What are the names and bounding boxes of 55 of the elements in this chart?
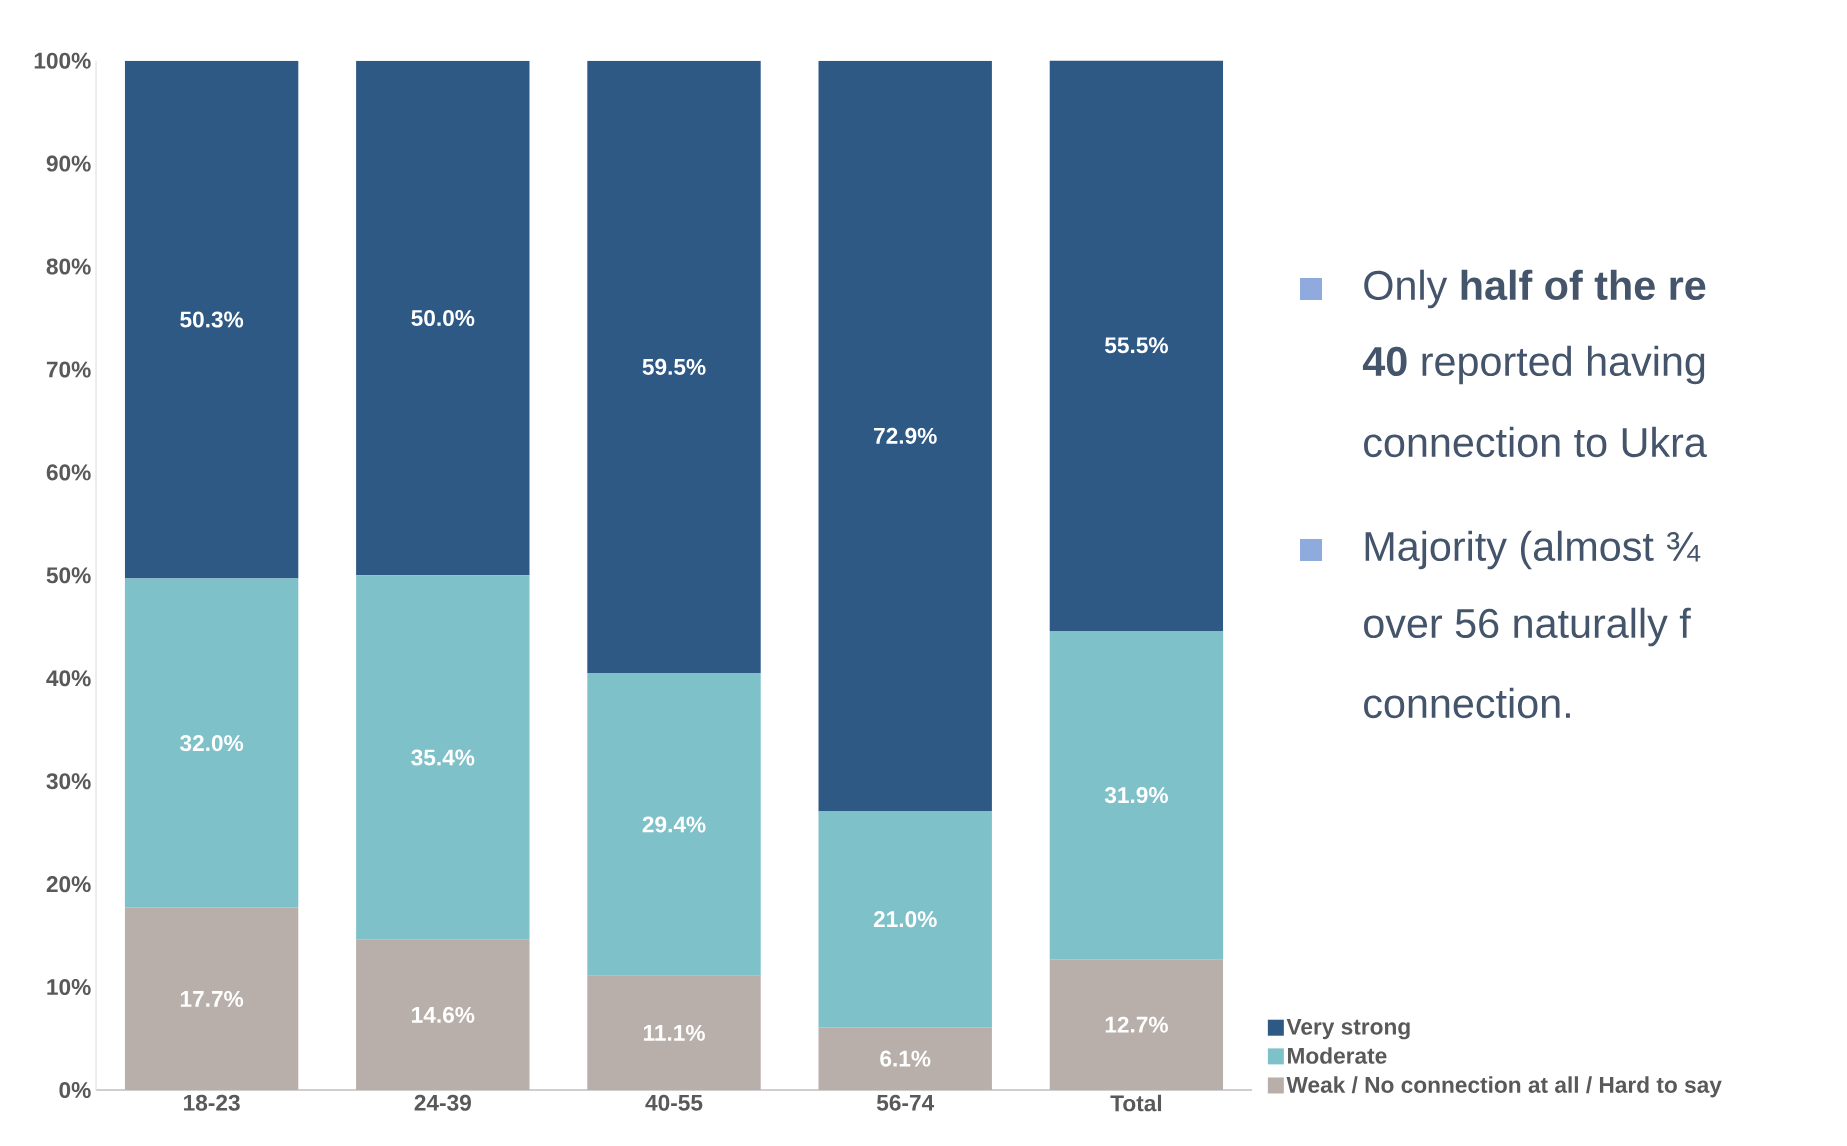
data-label: 55.5% [1104,337,1168,354]
text: over 56 naturally f [1364,607,1691,647]
bar [818,811,992,1028]
y-tick-label: 100% [34,52,91,69]
bar [356,60,530,576]
y-tick-label: 30% [46,773,91,790]
bar [587,60,761,674]
data-label: 50.0% [411,309,475,327]
y-tick-label: 40% [46,670,91,687]
text: Majority (almost ¾ [1365,530,1701,570]
y-tick-label: 90% [46,155,91,172]
x-tick-label: 56-74 [876,1094,935,1111]
text: connection. [1364,687,1570,719]
data-label: 11.1% [643,1024,705,1041]
data-label: 35.4% [411,749,475,766]
y-tick-label: 60% [46,464,91,481]
data-label: 12.7% [1105,1016,1168,1033]
legend-label: Very strong [1286,1018,1410,1040]
data-label: 29.4% [642,816,706,833]
bar [356,939,530,1090]
x-tick-label: 18-23 [184,1094,240,1111]
bar [124,60,299,579]
y-tick-label: 70% [46,361,91,378]
data-label: 32.0% [179,735,244,752]
data-label: 59.5% [642,358,706,375]
x-tick-label: 40-55 [645,1094,703,1111]
x-tick-label: Total [1110,1094,1162,1112]
bar [356,575,530,940]
y-tick-label: 10% [47,979,91,996]
text: Only half of the re [1364,269,1706,309]
y-tick-label: 50% [46,567,91,584]
x-tick-label: 24-39 [414,1094,471,1111]
y-tick-label: 20% [46,876,91,893]
bar [587,673,761,976]
bar [124,578,299,908]
data-label: 17.7% [180,990,244,1007]
bar [124,907,299,1090]
data-label: 50.3% [180,311,244,328]
data-label: 31.9% [1104,787,1168,804]
data-label: 6.1% [880,1050,931,1067]
data-label: 14.6% [412,1006,475,1023]
y-tick-label: 0% [59,1081,91,1099]
data-label: 72.9% [874,427,937,444]
bar [818,1027,992,1090]
data-label: 21.0% [873,911,937,928]
legend-label: Moderate [1288,1047,1387,1064]
y-tick-label: 80% [46,258,91,275]
bar [1049,60,1224,631]
legend-label: Weak / No connection at all / Hard to say [1286,1076,1722,1098]
text: connection to Ukra [1364,426,1707,458]
bar [587,975,761,1090]
bar [818,60,992,812]
text: 40 reported having [1362,345,1705,385]
bar [1049,630,1224,960]
bar [1049,959,1224,1090]
